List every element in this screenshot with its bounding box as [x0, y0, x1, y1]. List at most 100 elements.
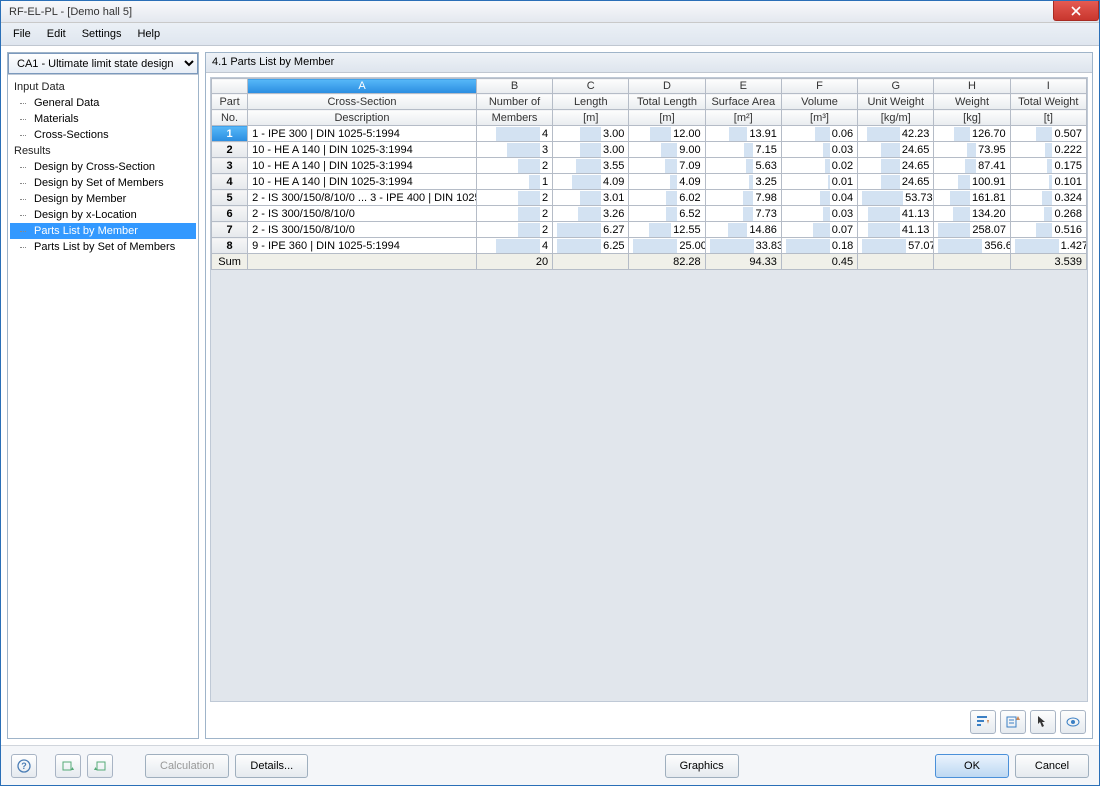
cell-members[interactable]: 4 — [476, 126, 552, 142]
cell-members[interactable]: 2 — [476, 222, 552, 238]
sort-icon[interactable] — [970, 710, 996, 734]
table-row[interactable]: 52 - IS 300/150/8/10/0 ... 3 - IPE 400 |… — [212, 190, 1087, 206]
row-header[interactable]: 7 — [212, 222, 248, 238]
row-header[interactable]: 6 — [212, 206, 248, 222]
cell-tw[interactable]: 0.516 — [1010, 222, 1086, 238]
cell-vol[interactable]: 0.06 — [781, 126, 857, 142]
cell-length[interactable]: 6.25 — [553, 238, 629, 254]
tree-item-cross-sections[interactable]: Cross-Sections — [10, 127, 196, 143]
table-row[interactable]: 310 - HE A 140 | DIN 1025-3:199423.557.0… — [212, 158, 1087, 174]
cell-desc[interactable]: 10 - HE A 140 | DIN 1025-3:1994 — [248, 174, 477, 190]
cell-vol[interactable]: 0.07 — [781, 222, 857, 238]
cell-desc[interactable]: 1 - IPE 300 | DIN 1025-5:1994 — [248, 126, 477, 142]
cell-tw[interactable]: 0.268 — [1010, 206, 1086, 222]
cell-desc[interactable]: 9 - IPE 360 | DIN 1025-5:1994 — [248, 238, 477, 254]
menu-help[interactable]: Help — [129, 25, 168, 43]
hdr-col-H[interactable]: H — [934, 79, 1010, 94]
cell-length[interactable]: 3.55 — [553, 158, 629, 174]
cell-w[interactable]: 87.41 — [934, 158, 1010, 174]
cell-uw[interactable]: 53.73 — [858, 190, 934, 206]
cell-area[interactable]: 3.25 — [705, 174, 781, 190]
row-header[interactable]: 1 — [212, 126, 248, 142]
hdr-col-I[interactable]: I — [1010, 79, 1086, 94]
menu-edit[interactable]: Edit — [39, 25, 74, 43]
cell-w[interactable]: 356.68 — [934, 238, 1010, 254]
cell-totlen[interactable]: 4.09 — [629, 174, 705, 190]
cell-tw[interactable]: 0.101 — [1010, 174, 1086, 190]
menu-settings[interactable]: Settings — [74, 25, 130, 43]
hdr-col-A[interactable]: A — [248, 79, 477, 94]
cell-w[interactable]: 161.81 — [934, 190, 1010, 206]
row-header[interactable]: 8 — [212, 238, 248, 254]
cell-w[interactable]: 73.95 — [934, 142, 1010, 158]
cell-totlen[interactable]: 12.55 — [629, 222, 705, 238]
cell-vol[interactable]: 0.18 — [781, 238, 857, 254]
cancel-button[interactable]: Cancel — [1015, 754, 1089, 778]
tree-item-materials[interactable]: Materials — [10, 111, 196, 127]
cell-area[interactable]: 5.63 — [705, 158, 781, 174]
row-header[interactable]: 2 — [212, 142, 248, 158]
cell-tw[interactable]: 0.222 — [1010, 142, 1086, 158]
cell-members[interactable]: 2 — [476, 206, 552, 222]
tree-item-design-member[interactable]: Design by Member — [10, 191, 196, 207]
row-header[interactable]: 4 — [212, 174, 248, 190]
cell-vol[interactable]: 0.01 — [781, 174, 857, 190]
cell-tw[interactable]: 0.324 — [1010, 190, 1086, 206]
grid-scroll[interactable]: A B C D E F G H I Part Cross-Section Num… — [210, 77, 1088, 702]
table-row[interactable]: 72 - IS 300/150/8/10/026.2712.5514.860.0… — [212, 222, 1087, 238]
cell-length[interactable]: 3.00 — [553, 142, 629, 158]
table-row[interactable]: 11 - IPE 300 | DIN 1025-5:199443.0012.00… — [212, 126, 1087, 142]
cell-length[interactable]: 3.00 — [553, 126, 629, 142]
cell-desc[interactable]: 10 - HE A 140 | DIN 1025-3:1994 — [248, 158, 477, 174]
table-row[interactable]: 410 - HE A 140 | DIN 1025-3:199414.094.0… — [212, 174, 1087, 190]
table-row[interactable]: 210 - HE A 140 | DIN 1025-3:199433.009.0… — [212, 142, 1087, 158]
cell-area[interactable]: 7.15 — [705, 142, 781, 158]
cell-tw[interactable]: 1.427 — [1010, 238, 1086, 254]
cell-w[interactable]: 126.70 — [934, 126, 1010, 142]
table-row[interactable]: 89 - IPE 360 | DIN 1025-5:199446.2525.00… — [212, 238, 1087, 254]
cell-totlen[interactable]: 7.09 — [629, 158, 705, 174]
tree-item-design-x-location[interactable]: Design by x-Location — [10, 207, 196, 223]
cell-desc[interactable]: 10 - HE A 140 | DIN 1025-3:1994 — [248, 142, 477, 158]
cell-members[interactable]: 4 — [476, 238, 552, 254]
cell-vol[interactable]: 0.04 — [781, 190, 857, 206]
cell-members[interactable]: 2 — [476, 158, 552, 174]
cell-length[interactable]: 4.09 — [553, 174, 629, 190]
cell-area[interactable]: 14.86 — [705, 222, 781, 238]
cell-vol[interactable]: 0.02 — [781, 158, 857, 174]
graphics-button[interactable]: Graphics — [665, 754, 739, 778]
cell-uw[interactable]: 42.23 — [858, 126, 934, 142]
cell-tw[interactable]: 0.507 — [1010, 126, 1086, 142]
cell-area[interactable]: 7.98 — [705, 190, 781, 206]
hdr-col-E[interactable]: E — [705, 79, 781, 94]
cell-members[interactable]: 1 — [476, 174, 552, 190]
cell-uw[interactable]: 41.13 — [858, 222, 934, 238]
hdr-col-C[interactable]: C — [553, 79, 629, 94]
cell-length[interactable]: 3.01 — [553, 190, 629, 206]
cell-w[interactable]: 134.20 — [934, 206, 1010, 222]
next-table-button[interactable] — [87, 754, 113, 778]
cell-totlen[interactable]: 6.52 — [629, 206, 705, 222]
cell-uw[interactable]: 57.07 — [858, 238, 934, 254]
load-case-combo[interactable]: CA1 - Ultimate limit state design — [8, 53, 198, 74]
tree-item-parts-list-set-members[interactable]: Parts List by Set of Members — [10, 239, 196, 255]
prev-table-button[interactable] — [55, 754, 81, 778]
hdr-col-G[interactable]: G — [858, 79, 934, 94]
cell-length[interactable]: 6.27 — [553, 222, 629, 238]
cell-desc[interactable]: 2 - IS 300/150/8/10/0 — [248, 222, 477, 238]
row-header[interactable]: 5 — [212, 190, 248, 206]
cell-w[interactable]: 100.91 — [934, 174, 1010, 190]
tree-item-parts-list-member[interactable]: Parts List by Member — [10, 223, 196, 239]
hdr-col-B[interactable]: B — [476, 79, 552, 94]
cell-length[interactable]: 3.26 — [553, 206, 629, 222]
cell-totlen[interactable]: 25.00 — [629, 238, 705, 254]
hdr-col-D[interactable]: D — [629, 79, 705, 94]
cell-desc[interactable]: 2 - IS 300/150/8/10/0 — [248, 206, 477, 222]
cell-area[interactable]: 7.73 — [705, 206, 781, 222]
cell-w[interactable]: 258.07 — [934, 222, 1010, 238]
cell-uw[interactable]: 41.13 — [858, 206, 934, 222]
view-icon[interactable] — [1060, 710, 1086, 734]
export-icon[interactable] — [1000, 710, 1026, 734]
cell-totlen[interactable]: 12.00 — [629, 126, 705, 142]
ok-button[interactable]: OK — [935, 754, 1009, 778]
